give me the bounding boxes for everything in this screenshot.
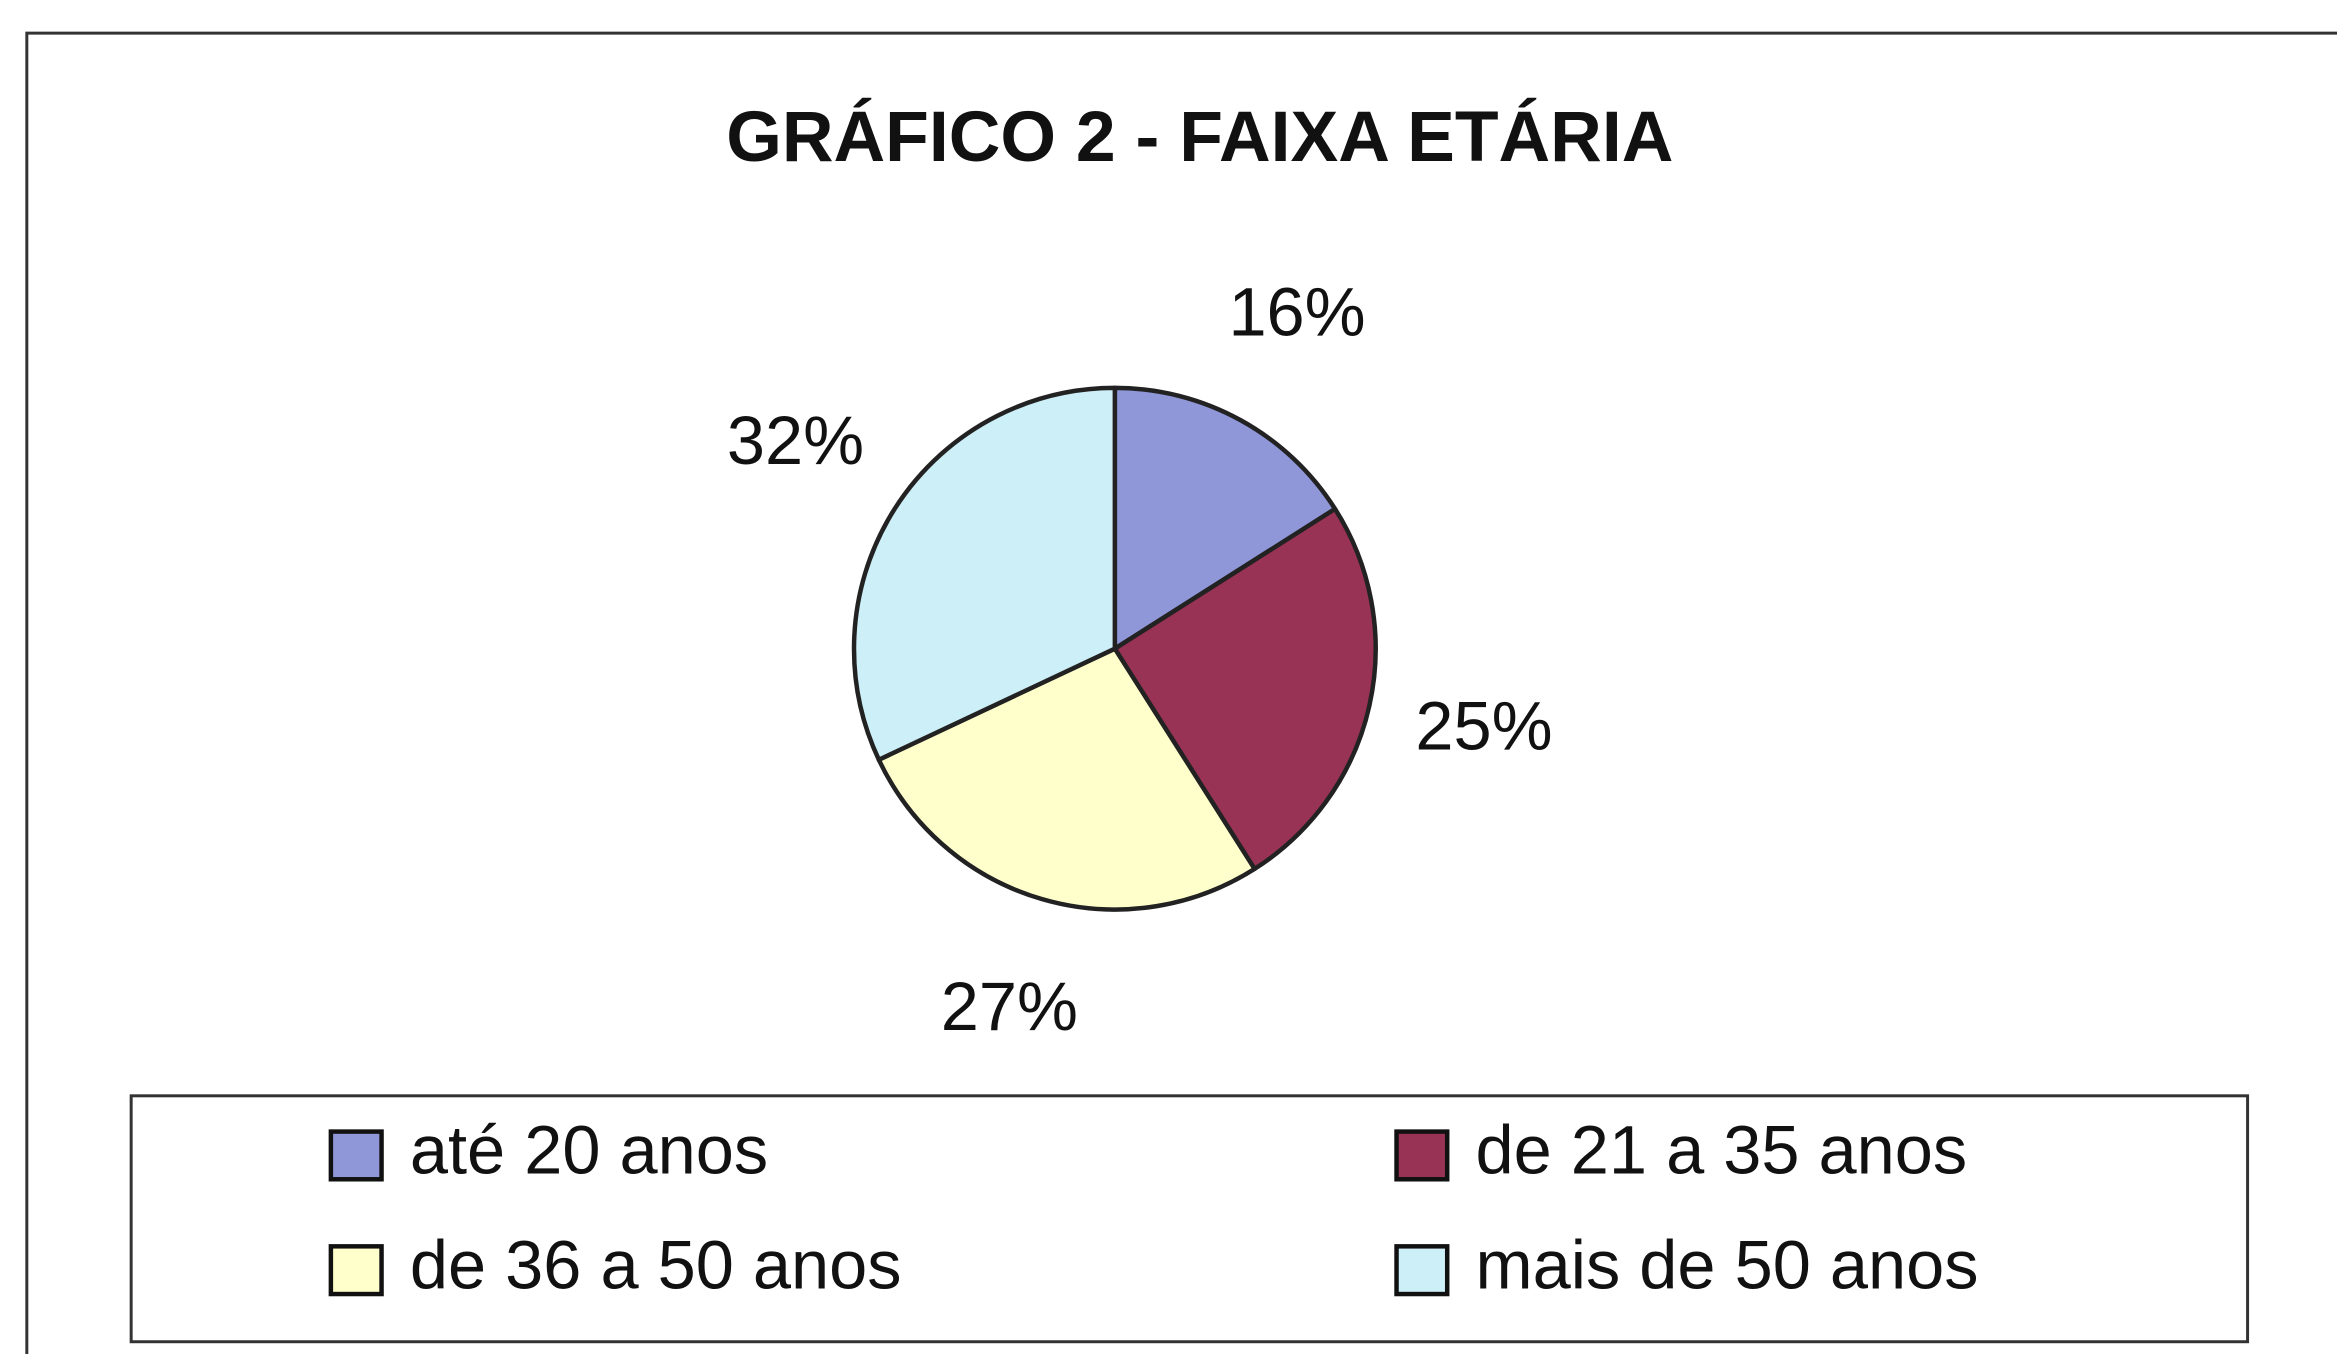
data-label: 16% <box>1228 273 1365 350</box>
data-label: 32% <box>727 402 864 479</box>
pie-slice <box>1112 385 1338 651</box>
legend-label: de 36 a 50 anos <box>410 1226 902 1303</box>
pie-slice <box>851 385 1118 762</box>
legend-swatch <box>1394 1244 1450 1297</box>
legend-swatch <box>1394 1129 1450 1182</box>
data-label: 25% <box>1415 687 1552 764</box>
pie-slice <box>876 646 1257 912</box>
legend-box <box>129 1094 2250 1344</box>
data-label: 27% <box>941 968 1078 1045</box>
pie-slice <box>1112 506 1378 872</box>
legend-label: de 21 a 35 anos <box>1476 1112 1968 1189</box>
legend-label: mais de 50 anos <box>1476 1226 1979 1303</box>
legend-label: até 20 anos <box>410 1112 768 1189</box>
legend-swatch <box>328 1129 384 1182</box>
legend-swatch <box>328 1244 384 1297</box>
chart-title: GRÁFICO 2 - FAIXA ETÁRIA <box>726 96 1673 177</box>
